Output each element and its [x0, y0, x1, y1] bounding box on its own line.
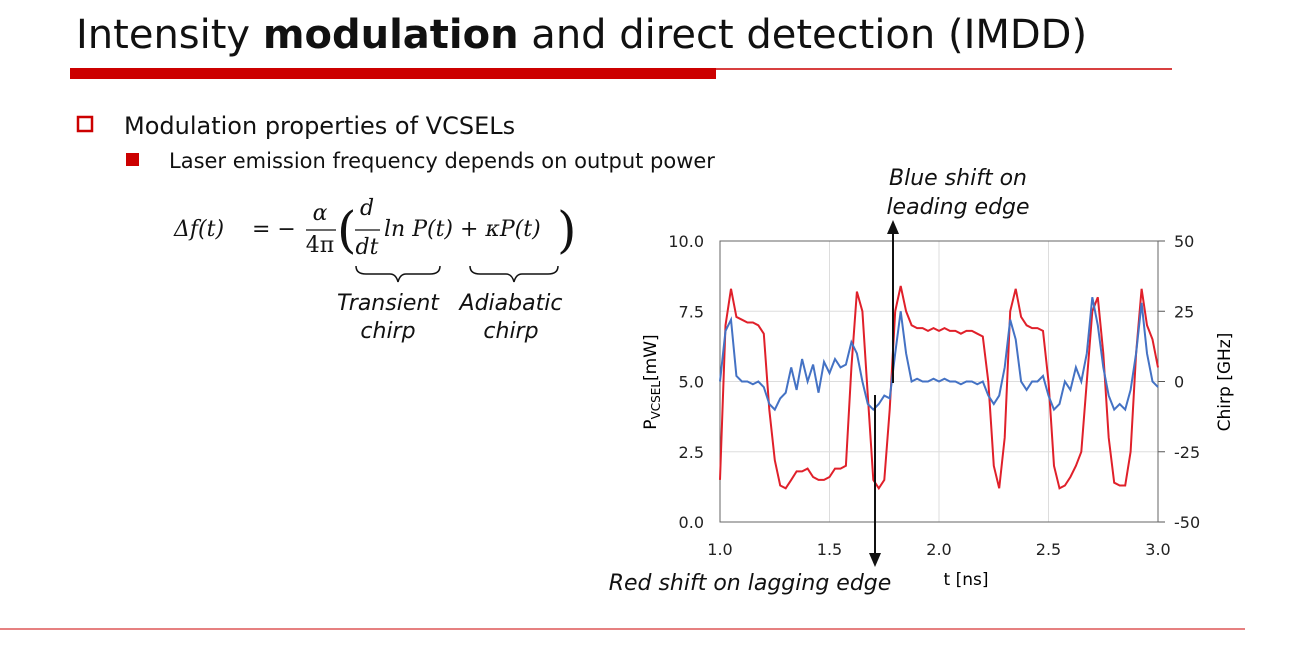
- y2-tick-label: 0: [1174, 373, 1184, 392]
- eq-den: 4π: [306, 233, 334, 258]
- y-label-sub: VCSEL: [649, 381, 663, 420]
- title-part: and direct detection (IMDD): [519, 12, 1088, 58]
- brace: [355, 265, 441, 283]
- eq-num: α: [313, 201, 328, 226]
- y-label-main: P: [641, 419, 661, 429]
- y2-axis-label: Chirp [GHz]: [1215, 333, 1235, 432]
- eq-den: dt: [356, 235, 379, 260]
- equation: Δf(t) = − α 4π ( d dt ln P(t) + κP(t) ) …: [173, 196, 577, 344]
- brace-label: chirp: [483, 319, 538, 344]
- eq-sign: = −: [252, 217, 296, 242]
- slide-title: Intensity modulation and direct detectio…: [76, 12, 1087, 58]
- bullet-square: [126, 153, 139, 166]
- annotation: leading edge: [886, 195, 1029, 220]
- bullet-text: Modulation properties of VCSELs: [124, 112, 515, 140]
- y-tick-label: 10.0: [668, 232, 704, 251]
- x-tick-label: 2.0: [926, 540, 951, 559]
- y2-tick-label: 50: [1174, 232, 1194, 251]
- y-tick-label: 7.5: [679, 302, 704, 321]
- x-axis-label: t [ns]: [944, 570, 989, 590]
- chart: 1.0 1.5 2.0 2.5 3.0 0.0 2.5 5.0 7.5 10.0 -50 -25 0 25…: [641, 232, 1235, 590]
- y2-tick-label: 25: [1174, 302, 1194, 321]
- bullet-box: [76, 115, 94, 133]
- y-label-unit: [mW]: [641, 334, 661, 381]
- eq-paren: ): [557, 201, 577, 259]
- bullet-text: Laser emission frequency depends on outp…: [169, 149, 715, 173]
- brace: [469, 265, 559, 283]
- y2-tick-label: -50: [1174, 513, 1200, 532]
- y2-tick-label: -25: [1174, 443, 1200, 462]
- annotation: Blue shift on: [889, 166, 1027, 191]
- brace-label: Adiabatic: [458, 291, 563, 316]
- eq-paren: (: [337, 201, 357, 259]
- brace-label: Transient: [337, 291, 440, 316]
- x-tick-label: 1.0: [707, 540, 732, 559]
- title-bold: modulation: [263, 12, 519, 58]
- eq-lhs: Δf(t): [173, 217, 224, 242]
- x-tick-label: 3.0: [1145, 540, 1170, 559]
- series-line: [719, 285, 1159, 491]
- eq-num: d: [360, 196, 374, 221]
- brace-label: chirp: [360, 319, 415, 344]
- y-tick-label: 5.0: [679, 373, 704, 392]
- y-tick-label: 0.0: [679, 513, 704, 532]
- title-part: Intensity: [76, 12, 263, 58]
- title-bar: [70, 68, 716, 79]
- x-tick-label: 1.5: [817, 540, 842, 559]
- y-axis-label: PVCSEL[mW]: [641, 334, 663, 429]
- x-tick-label: 2.5: [1036, 540, 1061, 559]
- arrow-head: [887, 220, 899, 234]
- eq-rest: ln P(t) + κP(t): [384, 217, 541, 242]
- y-tick-label: 2.5: [679, 443, 704, 462]
- arrow-head: [869, 553, 881, 567]
- series-line: [719, 297, 1159, 412]
- annotation: Red shift on lagging edge: [609, 571, 892, 596]
